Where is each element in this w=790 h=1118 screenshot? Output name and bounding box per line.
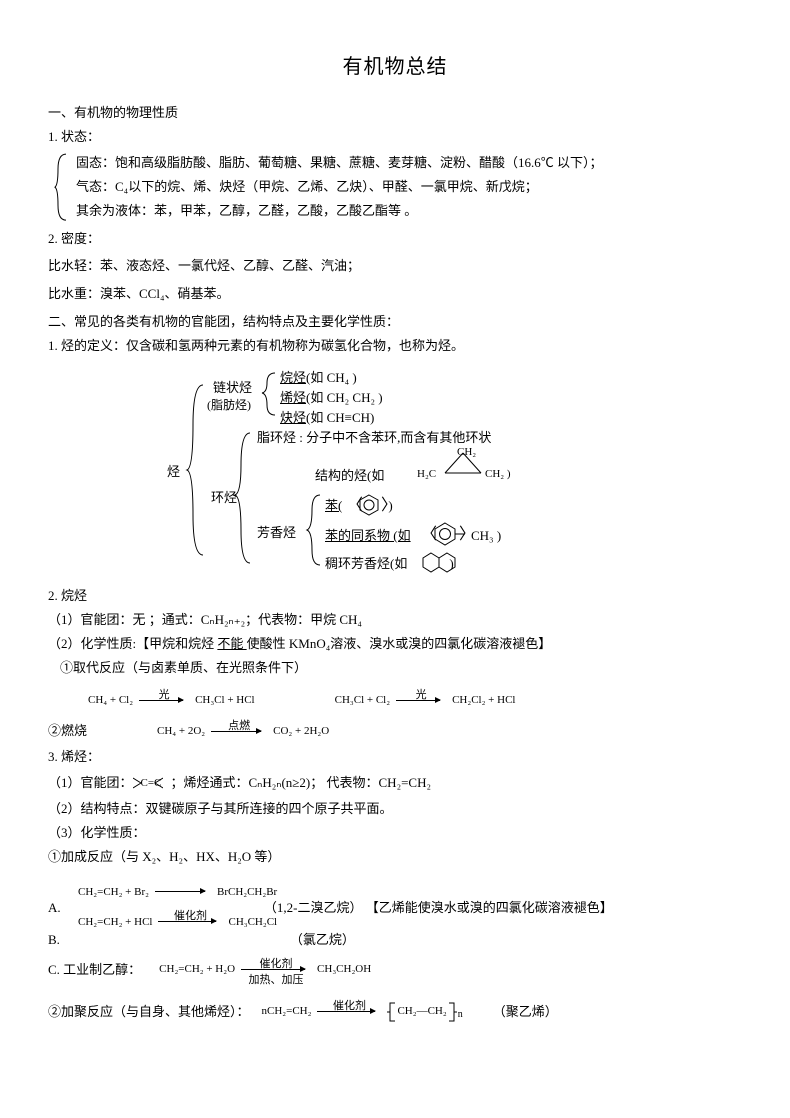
- rx1-b: CH₃Cl + HCl: [195, 691, 255, 710]
- s2-sub1: ①取代反应（与卤素单质、在光照条件下）: [48, 657, 742, 679]
- rxB-label: B.: [48, 929, 60, 951]
- diag-fused: 稠环芳香烃(如: [325, 556, 407, 571]
- diag-alkene: 烯烃: [280, 390, 306, 405]
- s2-2-2b: 不能: [217, 636, 246, 651]
- diag-alkyne-ex: (如 CH≡CH): [306, 410, 374, 425]
- reaction-combustion-row: ②燃烧 CH₄ + 2O₂ 点燃 CO₂ + 2H₂O: [48, 720, 742, 742]
- s2-alkane: 2. 烷烃: [48, 585, 742, 607]
- s2-poly: ②加聚反应（与自身、其他烯烃）：: [48, 1001, 250, 1023]
- s2-2-2c: 使酸性 KMnO₄溶液、溴水或溴的四氯化碳溶液褪色】: [247, 636, 552, 651]
- rxC-b: CH₃CH₂OH: [317, 960, 371, 979]
- s2-alkene-2: （2）结构特点：双键碳原子与其所连接的四个原子共平面。: [48, 798, 742, 820]
- density-light: 比水轻：苯、液态烃、一氯代烃、乙醇、乙醛、汽油；: [48, 255, 742, 277]
- rxP-note: （聚乙烯）: [493, 1001, 558, 1023]
- density-heavy: 比水重：溴苯、CCl₄、硝基苯。: [48, 283, 742, 305]
- svg-text:〈: 〈: [421, 526, 437, 543]
- rx1-c: CH₃Cl + Cl₂: [335, 691, 390, 710]
- diag-h2c: H₂C: [417, 465, 436, 484]
- left-brace-icon: [54, 152, 68, 222]
- diag-benzene: 苯(: [325, 498, 342, 513]
- s2-addition: ①加成反应（与 X₂、H₂、HX、H₂O 等）: [48, 846, 742, 868]
- state-liquid: 其余为液体：苯，甲苯，乙醇，乙醛，乙酸，乙酸乙酯等 。: [76, 200, 742, 222]
- diag-chain-sub: (脂肪烃): [207, 395, 251, 415]
- diag-cyclic: 环烃: [211, 487, 237, 509]
- s1-density: 2. 密度：: [48, 228, 742, 250]
- diag-homolog-end: CH₃ ): [471, 525, 501, 547]
- rxP-unit: CH₂—CH₂: [397, 1002, 446, 1021]
- section2-header: 二、常见的各类有机物的官能团，结构特点及主要化学性质：: [48, 311, 742, 333]
- diag-alkyne: 炔烃: [280, 410, 306, 425]
- double-bond-icon: C=C: [133, 776, 163, 790]
- rxB-a: CH₂=CH₂ + HCl: [78, 913, 152, 932]
- s2-alkene: 3. 烯烃：: [48, 746, 742, 768]
- diag-alkene-ex: (如 CH₂ CH₂ ): [306, 390, 383, 405]
- page-title: 有机物总结: [48, 50, 742, 84]
- rx2-b: CO₂ + 2H₂O: [273, 722, 329, 741]
- diag-ch2a: CH₂: [457, 443, 476, 462]
- s2-alkene-1: （1）官能团： C=C ；烯烃通式：CₙH₂ₙ(n≥2)； 代表物：CH₂=CH…: [48, 772, 742, 794]
- rxP-n: n: [458, 1006, 463, 1023]
- rx1-d: CH₂Cl₂ + HCl: [452, 691, 515, 710]
- s2-alkane-1: （1）官能团：无 ；通式：CₙH₂ₙ₊₂；代表物：甲烷 CH₄: [48, 609, 742, 631]
- cc-label: C=C: [141, 774, 162, 793]
- rxA-label: A.: [48, 900, 61, 915]
- state-gas: 气态：C₄以下的烷、烯、炔烃（甲烷、乙烯、乙炔）、甲醛、一氯甲烷、新戊烷；: [76, 176, 742, 198]
- s2-alkane-2: （2）化学性质:【甲烷和烷烃 不能 使酸性 KMnO₄溶液、溴水或溴的四氯化碳溶…: [48, 633, 742, 655]
- s231a: （1）官能团：: [48, 772, 133, 794]
- section1-header: 一、有机物的物理性质: [48, 102, 742, 124]
- rxB-b: CH₃CH₂Cl: [228, 913, 277, 932]
- reaction-a-block: CH₂=CH₂ + Br₂ BrCH₂CH₂Br A. （1,2-二溴乙烷） 【…: [48, 879, 742, 923]
- diag-root: 烃: [167, 461, 180, 483]
- rxC-label: C. 工业制乙醇：: [48, 959, 141, 981]
- diag-alkane: 烷烃: [280, 370, 306, 385]
- rxC-a: CH₂=CH₂ + H₂O: [159, 960, 235, 979]
- polymer-unit: CH₂—CH₂ n: [387, 1001, 462, 1023]
- reaction-substitution: CH₄ + Cl₂ 光 CH₃Cl + HCl CH₃Cl + Cl₂ 光 CH…: [48, 691, 742, 710]
- rxC-cond-bot: 加热、加压: [241, 971, 311, 990]
- reaction-poly-row: ②加聚反应（与自身、其他烯烃）： nCH₂=CH₂ 催化剂 CH₂—CH₂ n …: [48, 1001, 742, 1023]
- s2-2-2a: （2）化学性质:【甲烷和烷烃: [48, 636, 217, 651]
- rxP-a: nCH₂=CH₂: [262, 1002, 312, 1021]
- s1-state: 1. 状态：: [48, 126, 742, 148]
- s231b: ；烯烃通式：CₙH₂ₙ(n≥2)； 代表物：CH₂=CH₂: [171, 772, 432, 794]
- reaction-b-row: B. （氯乙烷）: [48, 929, 742, 951]
- rxB-note: （氯乙烷）: [290, 929, 355, 951]
- s2-sub2: ②燃烧: [48, 720, 87, 742]
- rxA-note: （1,2-二溴乙烷） 【乙烯能使溴水或溴的四氯化碳溶液褪色】: [264, 900, 613, 915]
- diag-struct-ex: 结构的烃(如: [315, 465, 384, 487]
- reaction-c-row: C. 工业制乙醇： CH₂=CH₂ + H₂O 催化剂 加热、加压 CH₃CH₂…: [48, 959, 742, 981]
- rx1-a: CH₄ + Cl₂: [88, 691, 133, 710]
- hydrocarbon-classification-diagram: 〈 〉 〈 〉 烃 链状烃 (脂肪烃) 烷烃(如 CH₄ ) 烯烃(如 CH₂ …: [165, 365, 625, 575]
- diag-aromatic: 芳香烃: [257, 522, 296, 544]
- diag-alkane-ex: (如 CH₄ ): [306, 370, 357, 385]
- s2-alkene-3: （3）化学性质：: [48, 822, 742, 844]
- diag-ch2b: CH₂ ): [485, 465, 511, 484]
- state-solid: 固态：饱和高级脂肪酸、脂肪、葡萄糖、果糖、蔗糖、麦芽糖、淀粉、醋酸（16.6℃ …: [76, 152, 742, 174]
- diag-homolog: 苯的同系物 (如: [325, 528, 411, 543]
- s2-def: 1. 烃的定义：仅含碳和氢两种元素的有机物称为碳氢化合物，也称为烃。: [48, 335, 742, 357]
- state-brace-block: 固态：饱和高级脂肪酸、脂肪、葡萄糖、果糖、蔗糖、麦芽糖、淀粉、醋酸（16.6℃ …: [48, 152, 742, 222]
- rx2-a: CH₄ + 2O₂: [157, 722, 205, 741]
